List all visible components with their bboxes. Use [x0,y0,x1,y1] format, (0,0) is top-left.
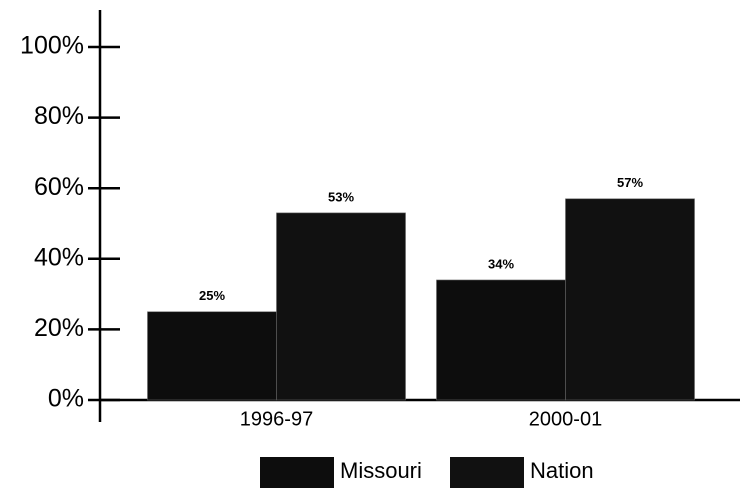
y-tick-label: 100% [20,32,84,60]
x-tick-label: 2000-01 [529,408,602,430]
y-tick-label: 40% [34,243,84,271]
bar [565,198,695,401]
value-label: 34% [488,256,514,271]
y-tick-label: 60% [34,173,84,201]
y-tick-label: 0% [48,385,84,413]
x-tick-label: 1996-97 [240,408,313,430]
bar [147,311,277,401]
legend-label: Missouri [340,458,422,483]
bar [436,279,566,401]
y-tick-label: 80% [34,102,84,130]
legend-swatch [260,457,334,488]
value-label: 25% [199,288,225,303]
value-label: 53% [328,189,354,204]
legend-swatch [450,457,524,488]
legend-label: Nation [530,458,594,483]
y-tick-label: 20% [34,314,84,342]
value-label: 57% [617,175,643,190]
bar [276,212,406,401]
